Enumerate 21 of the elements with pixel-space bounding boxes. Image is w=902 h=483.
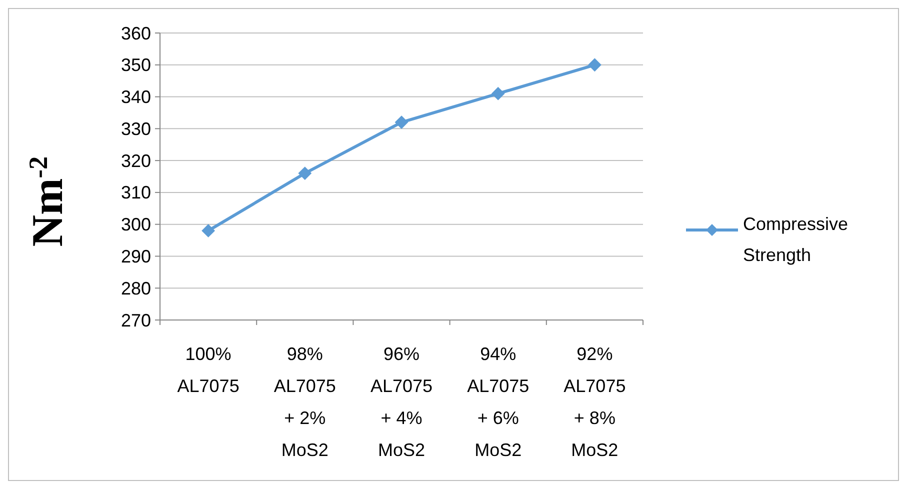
y-tick-label: 300 <box>120 214 151 235</box>
y-tick-label: 310 <box>120 182 151 203</box>
y-tick-label: 280 <box>120 278 151 298</box>
y-tick-label: 340 <box>120 87 151 108</box>
point <box>395 116 408 129</box>
point <box>492 87 505 100</box>
x-tick-label: 100% AL7075 <box>177 344 240 396</box>
y-tick-label: 290 <box>120 246 151 267</box>
x-tick-label: 92% AL7075 + 8% MoS2 <box>564 344 626 460</box>
point <box>588 58 602 72</box>
legend-label: Compressive Strength <box>743 214 848 265</box>
y-tick-label: 350 <box>120 55 151 76</box>
x-tick-label: 94% AL7075 + 6% MoS2 <box>467 344 530 460</box>
x-tick-label: 98% AL7075 + 2% MoS2 <box>274 344 336 460</box>
point <box>202 224 215 238</box>
y-tick-label: 360 <box>120 23 151 44</box>
y-tick-label: 270 <box>120 310 151 330</box>
y-tick-label: 320 <box>120 150 151 171</box>
x-tick-label: 96% AL7075 + 4% MoS2 <box>370 344 433 460</box>
point <box>298 166 312 180</box>
y-tick-label: 330 <box>120 118 151 139</box>
